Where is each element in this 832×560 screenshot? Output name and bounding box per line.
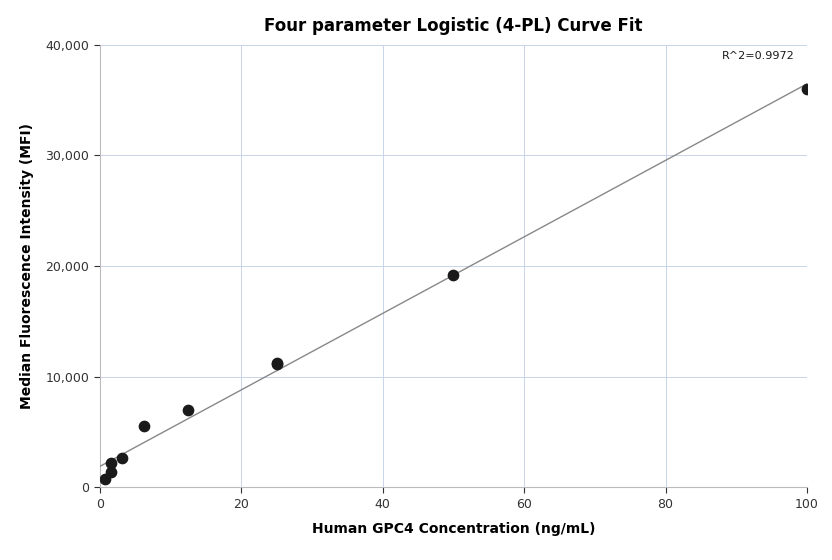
Point xyxy=(99,475,112,484)
Point xyxy=(116,454,129,463)
X-axis label: Human GPC4 Concentration (ng/mL): Human GPC4 Concentration (ng/mL) xyxy=(312,522,595,536)
Y-axis label: Median Fluorescence Intensity (MFI): Median Fluorescence Intensity (MFI) xyxy=(21,123,34,409)
Point xyxy=(104,467,117,476)
Text: R^2=0.9972: R^2=0.9972 xyxy=(722,52,795,62)
Point xyxy=(270,360,283,369)
Point xyxy=(137,422,151,431)
Point xyxy=(800,85,814,94)
Title: Four parameter Logistic (4-PL) Curve Fit: Four parameter Logistic (4-PL) Curve Fit xyxy=(265,17,642,35)
Point xyxy=(181,405,195,414)
Point xyxy=(104,459,117,468)
Point xyxy=(447,270,460,279)
Point xyxy=(270,359,283,368)
